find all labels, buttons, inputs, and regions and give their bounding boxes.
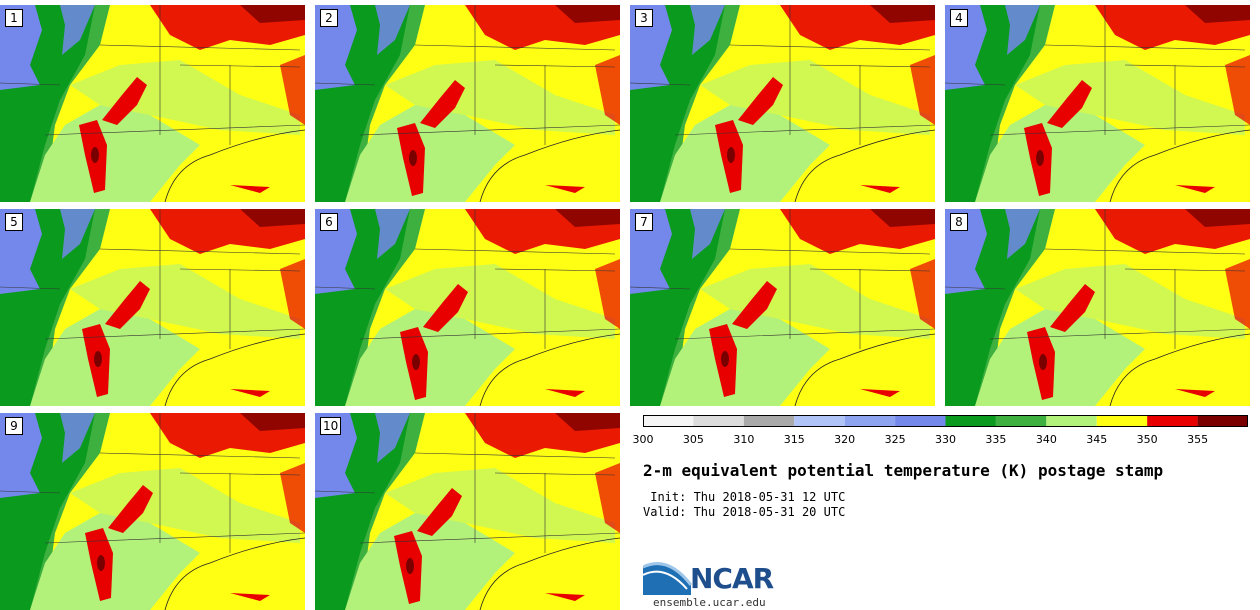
colorbar-tick-label: 320 [834,433,856,446]
colorbar-segment [995,415,1047,427]
colorbar-segment [844,415,896,427]
member-map [315,413,620,610]
member-panel: 9 [0,413,305,610]
colorbar-tick-label: 305 [682,433,704,446]
colorbar-tick-label: 340 [1035,433,1057,446]
colorbar-tick-label: 315 [783,433,805,446]
member-panel: 1 [0,5,305,202]
member-number: 8 [950,213,968,231]
member-panel: 2 [315,5,620,202]
colorbar-tick-label: 355 [1187,433,1209,446]
colorbar [643,415,1248,427]
colorbar-segment [1096,415,1148,427]
colorbar-segment [1147,415,1198,427]
member-panel: 3 [630,5,935,202]
colorbar-tick-label: 325 [884,433,906,446]
member-map [0,5,305,202]
member-map [630,5,935,202]
member-panel: 5 [0,209,305,406]
member-number: 2 [320,9,338,27]
member-number: 3 [635,9,653,27]
member-map [0,413,305,610]
ncar-logo-text: NCAR [690,562,774,595]
colorbar-tick-label: 330 [935,433,956,446]
colorbar-segment [1197,415,1248,427]
member-map [0,209,305,406]
colorbar-segment [743,415,795,427]
member-number: 10 [320,417,342,435]
member-map [945,5,1250,202]
member-number: 4 [950,9,968,27]
colorbar-tick-label: 345 [1086,433,1108,446]
valid-time: Valid: Thu 2018-05-31 20 UTC [643,505,846,519]
colorbar-segment [1046,415,1097,427]
member-panel: 8 [945,209,1250,406]
member-number: 9 [5,417,23,435]
member-map [630,209,935,406]
colorbar-segment [945,415,996,427]
colorbar-segment [794,415,845,427]
member-panel: 7 [630,209,935,406]
colorbar-border [643,415,1248,427]
colorbar-tick-label: 300 [632,433,654,446]
logo-url: ensemble.ucar.edu [653,596,766,609]
ncar-logo-icon [643,562,693,595]
member-map [315,5,620,202]
member-number: 5 [5,213,23,231]
colorbar-segment [895,415,946,427]
member-map [945,209,1250,406]
colorbar-tick-label: 335 [985,433,1007,446]
colorbar-tick-label: 350 [1136,433,1158,446]
member-number: 6 [320,213,338,231]
colorbar-segment [643,415,694,427]
member-panel: 4 [945,5,1250,202]
member-panel: 6 [315,209,620,406]
member-map [315,209,620,406]
member-panel: 10 [315,413,620,610]
chart-title: 2-m equivalent potential temperature (K)… [643,461,1164,480]
init-time: Init: Thu 2018-05-31 12 UTC [643,490,846,504]
member-number: 7 [635,213,653,231]
member-number: 1 [5,9,23,27]
colorbar-tick-label: 310 [733,433,755,446]
colorbar-segment [693,415,744,427]
